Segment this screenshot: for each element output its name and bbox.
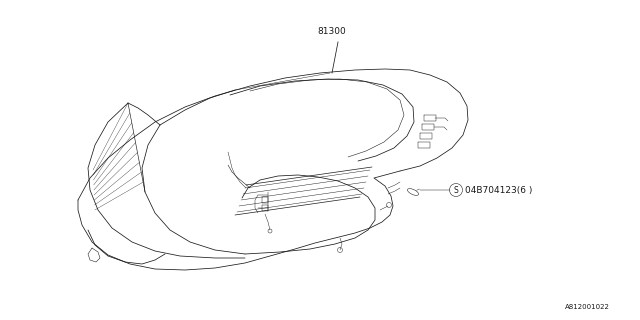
Text: A812001022: A812001022 (565, 304, 610, 310)
Text: S: S (454, 186, 458, 195)
Text: 04B704123(6 ): 04B704123(6 ) (465, 186, 532, 195)
Text: 81300: 81300 (317, 27, 346, 36)
